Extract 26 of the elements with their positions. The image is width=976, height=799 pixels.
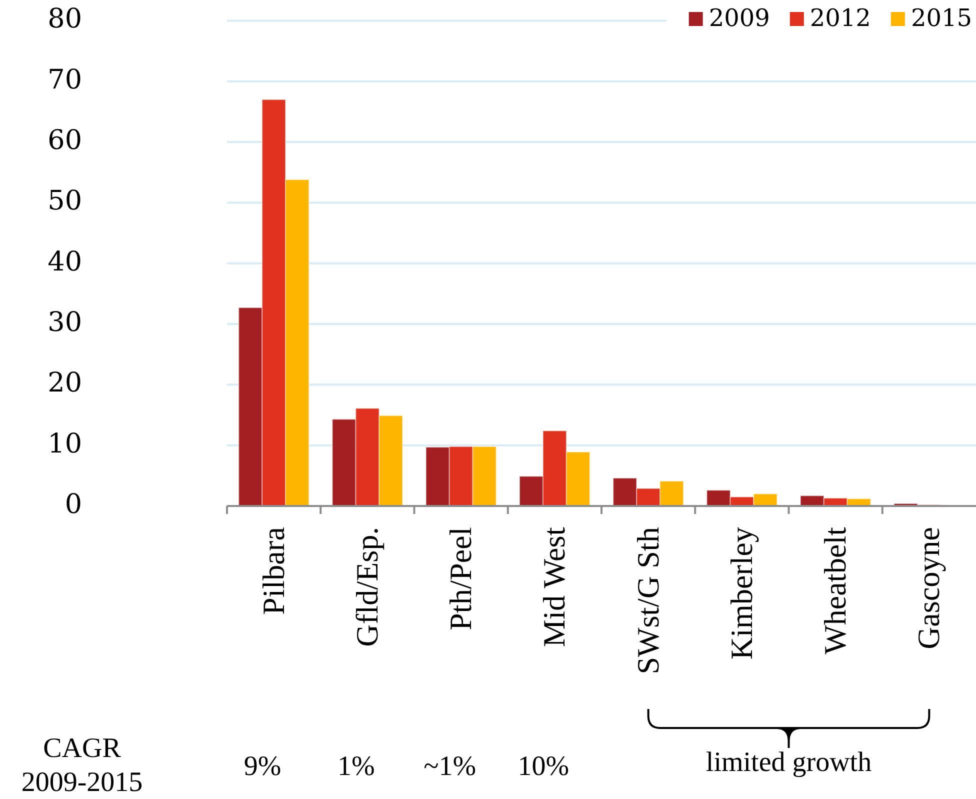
y-tick-label: 80 [48,4,82,35]
text: CAGR 2009-2015 [21,733,143,798]
x-tick-label: Pth/Peel [443,527,478,630]
x-tick-label: Wheatbelt [818,526,853,654]
x-tick-label: Mid West [536,526,572,648]
text: ~1% [424,751,476,782]
text: 9% [244,751,282,782]
legend-label: 2015 [910,4,972,32]
x-tick-label: Pilbara [256,526,291,615]
x-tick-label: Gascoyne [911,527,946,650]
y-tick-label: 20 [48,368,82,399]
y-tick-label: 60 [48,125,82,156]
text: 1% [338,751,375,782]
y-tick-label: 70 [48,64,82,96]
x-tick-label: Kimberley [724,526,759,660]
y-tick-label: 50 [48,186,82,217]
y-tick-label: 40 [48,246,82,278]
text: limited growth [706,747,872,778]
y-tick-label: 0 [64,489,82,520]
y-tick-label: 30 [48,307,82,338]
x-tick-label: SWst/G Sth [630,526,666,674]
x-tick-label: Gfld/Esp. [349,527,384,647]
text: 10% [518,751,570,782]
legend-label: 2009 [708,4,770,32]
y-tick-label: 10 [48,428,82,460]
legend-label: 2012 [810,4,871,32]
